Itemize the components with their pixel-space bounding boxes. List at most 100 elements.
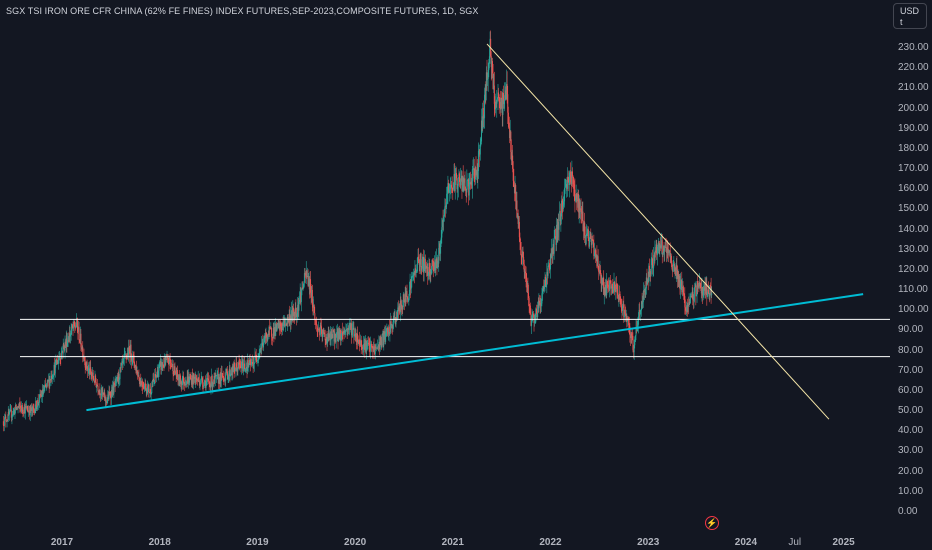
candle-body	[573, 184, 575, 190]
candle-body	[282, 323, 284, 326]
time-axis[interactable]: 2017 2018 2019 2020 2021 2022 2023 2024 Jul 2025	[0, 528, 890, 550]
candle-body	[48, 379, 50, 382]
candle-body	[368, 343, 370, 346]
candle-body	[198, 380, 200, 386]
candle-body	[200, 378, 202, 383]
candle-body	[668, 252, 670, 254]
candle-body	[188, 376, 190, 383]
candle-body	[317, 328, 319, 330]
candle-body	[27, 410, 29, 413]
candle-body	[462, 175, 464, 192]
candle-body	[272, 337, 274, 339]
candle-body	[504, 95, 506, 102]
candle-body	[10, 409, 12, 418]
candle-body	[228, 373, 230, 377]
candle-body	[609, 280, 611, 282]
candle-body	[579, 208, 581, 211]
candle-body	[649, 271, 651, 277]
candle-body	[453, 174, 455, 183]
candle-body	[60, 351, 62, 360]
candle-body	[418, 256, 420, 264]
candle-body	[578, 202, 580, 213]
candle-body	[55, 359, 57, 363]
candle-body	[459, 173, 461, 182]
candle-body	[294, 311, 296, 320]
price-axis[interactable]: 230.00 220.00 210.00 200.00 190.00 180.00 170.…	[890, 0, 932, 528]
candle-body	[294, 307, 296, 320]
candle-body	[324, 334, 326, 341]
candle-body	[45, 385, 47, 387]
candle-body	[139, 380, 141, 385]
price-tick-label: 30.00	[898, 445, 924, 457]
candle-body	[612, 287, 614, 293]
candle-body	[196, 378, 198, 381]
candle-body	[15, 404, 17, 410]
candle-body	[605, 284, 607, 296]
candle-body	[438, 247, 440, 264]
candle-body	[411, 276, 413, 282]
candle-body	[631, 335, 633, 337]
candle-body	[523, 264, 525, 272]
candle-body	[64, 341, 66, 351]
candle-body	[82, 347, 84, 357]
candle-body	[262, 342, 264, 348]
candle-body	[369, 345, 371, 351]
candle-body	[424, 259, 426, 263]
candle-body	[642, 302, 644, 305]
candle-body	[281, 328, 283, 330]
price-chart-area[interactable]: SGX TSI IRON ORE CFR CHINA (62% FE FINES…	[0, 0, 890, 528]
candle-body	[524, 271, 526, 274]
candle-body	[185, 383, 187, 385]
candle-body	[32, 406, 34, 411]
candle-body	[258, 352, 260, 354]
price-tick-label: 200.00	[898, 102, 929, 114]
candle-body	[267, 334, 269, 336]
candle-body	[498, 97, 500, 102]
candle-body	[670, 255, 672, 263]
candle-body	[391, 325, 393, 329]
candle-body	[408, 289, 410, 296]
candle-body	[414, 268, 416, 275]
candle-body	[477, 151, 479, 172]
candle-body	[342, 330, 344, 335]
candle-body	[548, 265, 550, 267]
candle-body	[36, 407, 38, 410]
candle-body	[148, 392, 150, 393]
candle-body	[181, 380, 183, 386]
candle-body	[528, 292, 530, 299]
candlestick-chart[interactable]	[0, 0, 890, 528]
candle-body	[472, 169, 474, 170]
candle-body	[346, 328, 348, 332]
candle-body	[247, 360, 249, 368]
candle-body	[382, 333, 384, 346]
candle-body	[305, 271, 307, 276]
candle-body	[535, 308, 537, 322]
candle-body	[628, 325, 630, 327]
candle-body	[469, 182, 471, 185]
candle-body	[416, 271, 418, 273]
candle-body	[60, 358, 62, 360]
candle-body	[372, 346, 374, 352]
candle-body	[634, 335, 636, 342]
support-trendline[interactable]	[86, 293, 864, 412]
candle-body	[687, 304, 689, 313]
candle-body	[597, 256, 599, 269]
candle-body	[497, 92, 499, 99]
candle-body	[474, 167, 476, 180]
candle-body	[179, 375, 181, 384]
candle-body	[44, 384, 46, 388]
candle-body	[488, 63, 490, 71]
candle-body	[386, 327, 388, 333]
price-tick-label: 150.00	[898, 203, 929, 215]
resistance-trendline[interactable]	[486, 43, 830, 420]
currency-unit-button[interactable]: USD t	[893, 3, 927, 29]
price-tick-label: 190.00	[898, 122, 929, 134]
price-tick-label: 160.00	[898, 183, 929, 195]
candle-body	[159, 360, 161, 362]
candle-body	[643, 291, 645, 293]
candle-body	[413, 272, 415, 275]
candle-body	[435, 258, 437, 262]
candle-body	[639, 310, 641, 313]
candle-body	[124, 353, 126, 355]
lightning-icon[interactable]: ⚡	[705, 516, 719, 530]
